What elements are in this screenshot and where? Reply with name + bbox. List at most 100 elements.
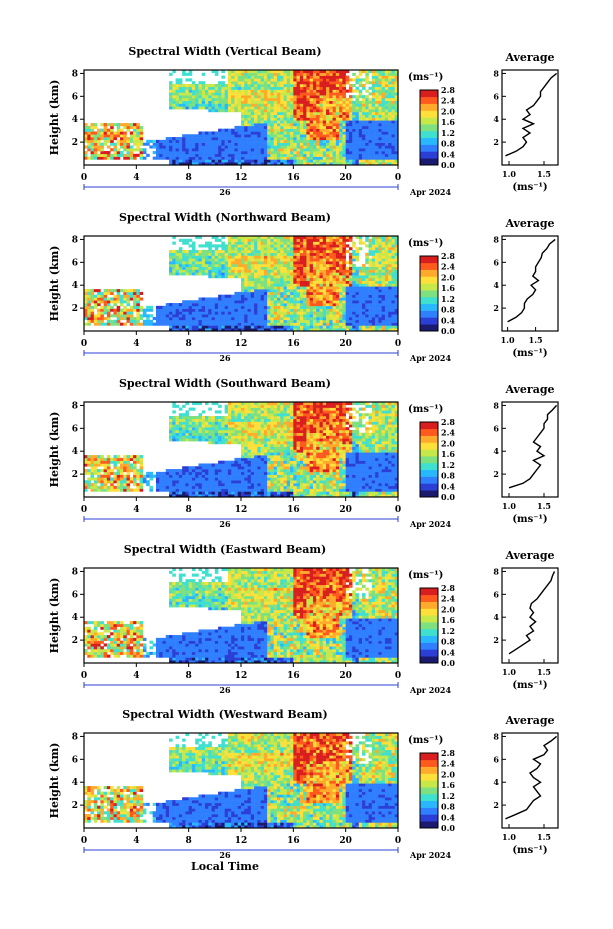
heatmap-cell bbox=[283, 266, 288, 270]
heatmap-cell bbox=[384, 325, 389, 329]
heatmap-cell bbox=[316, 247, 320, 251]
heatmap-cell bbox=[375, 289, 379, 293]
heatmap-cell bbox=[250, 236, 255, 240]
heatmap-cell bbox=[342, 241, 346, 245]
heatmap-cell bbox=[113, 322, 118, 326]
heatmap-cell bbox=[178, 319, 183, 323]
heatmap-cell bbox=[247, 277, 252, 281]
heatmap-cell bbox=[205, 97, 209, 102]
heatmap-cell bbox=[84, 131, 88, 135]
heatmap-cell bbox=[208, 252, 212, 256]
heatmap-cell bbox=[303, 283, 307, 287]
heatmap-cell bbox=[326, 241, 330, 245]
heatmap-cell bbox=[316, 266, 320, 270]
heatmap-cell bbox=[358, 238, 363, 242]
heatmap-cell bbox=[352, 162, 356, 166]
heatmap-cell bbox=[332, 258, 337, 262]
colorbar-segment bbox=[420, 269, 438, 277]
heatmap-cell bbox=[296, 275, 301, 279]
heatmap-cell bbox=[175, 145, 180, 149]
heatmap-cell bbox=[276, 325, 281, 329]
heatmap-cell bbox=[201, 83, 206, 88]
colorbar-segment bbox=[420, 158, 438, 166]
heatmap-cell bbox=[106, 477, 111, 481]
heatmap-cell bbox=[322, 134, 327, 138]
heatmap-cell bbox=[365, 103, 369, 107]
heatmap-cell bbox=[254, 247, 258, 251]
heatmap-cell bbox=[90, 311, 95, 315]
heatmap-cell bbox=[159, 311, 163, 315]
heatmap-cell bbox=[286, 319, 291, 323]
heatmap-cell bbox=[113, 314, 118, 318]
heatmap-cell bbox=[116, 153, 121, 157]
colorbar-tick-label: 1.2 bbox=[441, 294, 455, 304]
heatmap-cell bbox=[263, 156, 268, 160]
heatmap-cell bbox=[371, 103, 376, 107]
heatmap-cell bbox=[214, 297, 219, 301]
heatmap-cell bbox=[319, 86, 324, 90]
heatmap-cell bbox=[227, 263, 232, 268]
heatmap-cell bbox=[362, 151, 366, 155]
heatmap-cell bbox=[335, 131, 340, 135]
colorbar-segment bbox=[420, 290, 438, 298]
heatmap-cell bbox=[244, 328, 248, 332]
heatmap-cell bbox=[352, 131, 356, 135]
heatmap-cell bbox=[303, 139, 307, 143]
heatmap-cell bbox=[178, 100, 183, 104]
heatmap-cell bbox=[322, 159, 327, 163]
heatmap-cell bbox=[254, 286, 258, 290]
heatmap-cell bbox=[365, 145, 369, 149]
heatmap-cell bbox=[182, 86, 186, 90]
heatmap-cell bbox=[218, 159, 222, 163]
heatmap-cell bbox=[224, 148, 229, 152]
heatmap-cell bbox=[375, 266, 379, 270]
heatmap-cell bbox=[293, 128, 297, 132]
heatmap-cell bbox=[241, 111, 245, 115]
heatmap-cell bbox=[273, 114, 278, 118]
heatmap-cell bbox=[221, 297, 225, 301]
heatmap-cell bbox=[129, 153, 134, 157]
heatmap-cell bbox=[371, 247, 376, 251]
heatmap-cell bbox=[358, 131, 363, 135]
heatmap-cell bbox=[224, 100, 229, 104]
heatmap-cell bbox=[178, 92, 183, 96]
heatmap-cell bbox=[283, 319, 288, 323]
heatmap-cell bbox=[97, 291, 101, 295]
heatmap-cell bbox=[250, 137, 255, 141]
heatmap-cell bbox=[309, 269, 314, 273]
heatmap-cell bbox=[339, 123, 343, 127]
heatmap-cell bbox=[133, 123, 137, 127]
heatmap-cell bbox=[250, 139, 255, 143]
heatmap-cell bbox=[342, 128, 346, 132]
heatmap-cell bbox=[90, 131, 95, 135]
heatmap-cell bbox=[87, 303, 91, 307]
heatmap-cell bbox=[329, 238, 333, 242]
heatmap-cell bbox=[270, 103, 275, 107]
heatmap-cell bbox=[371, 137, 376, 141]
heatmap-cell bbox=[100, 483, 104, 487]
heatmap-cell bbox=[250, 100, 255, 104]
heatmap-cell bbox=[254, 241, 258, 245]
heatmap-cell bbox=[116, 460, 121, 464]
heatmap-cell bbox=[394, 95, 399, 99]
heatmap-cell bbox=[254, 156, 258, 160]
heatmap-cell bbox=[280, 275, 284, 279]
heatmap-cell bbox=[329, 255, 333, 259]
heatmap-cell bbox=[388, 261, 392, 265]
heatmap-cell bbox=[342, 308, 346, 312]
heatmap-cell bbox=[319, 145, 324, 149]
heatmap-cell bbox=[371, 125, 376, 129]
heatmap-cell bbox=[191, 156, 196, 160]
heatmap-cell bbox=[332, 322, 337, 326]
heatmap-cell bbox=[322, 100, 327, 104]
heatmap-cell bbox=[309, 117, 314, 121]
heatmap-cell bbox=[250, 241, 255, 245]
heatmap-cell bbox=[178, 153, 183, 157]
heatmap-cell bbox=[362, 328, 366, 332]
heatmap-cell bbox=[326, 106, 330, 110]
heatmap-cell bbox=[355, 114, 360, 118]
heatmap-cell bbox=[205, 249, 209, 254]
heatmap-cell bbox=[234, 236, 239, 240]
heatmap-cell bbox=[182, 70, 186, 74]
heatmap-cell bbox=[208, 311, 212, 315]
